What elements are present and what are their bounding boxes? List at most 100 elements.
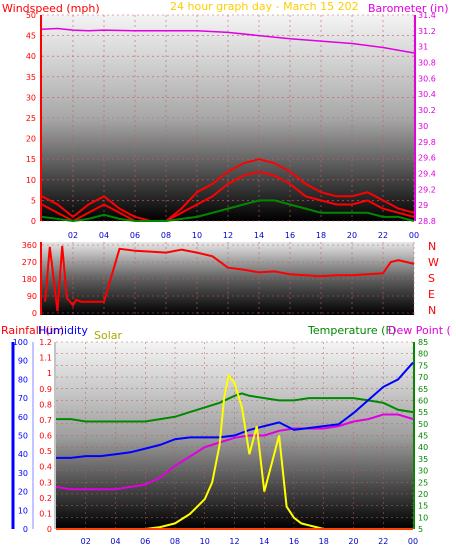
panel3-time-tick-08: 08 [170,537,180,546]
panel2-series [44,245,415,312]
panel3-time-tick-22: 22 [378,537,388,546]
temperature-tick-65: 65 [418,385,428,394]
chart-title: 24 hour graph day - March 15 202 [170,0,359,13]
humidity-axis-title: Humidity [38,324,88,337]
rainfall-tick-label: 0.2 [39,494,52,503]
panel1-time-tick-10: 10 [192,231,202,240]
compass-w: W [428,256,439,269]
barometer-tick-label: 29.6 [418,154,436,163]
temperature-tick-85: 85 [418,338,428,347]
barometer-tick-label: 30 [418,122,428,131]
humidity-tick-50: 50 [18,432,28,441]
compass-s: S [428,272,435,285]
windspeed-tick-40: 40 [26,52,36,61]
direction-tick-180: 180 [22,275,37,284]
rainfall-tick-label: 1.2 [39,338,52,347]
series-barometer-in- [41,27,415,54]
rainfall-tick-label: 1 [47,369,52,378]
windspeed-tick-15: 15 [26,155,36,164]
panel1-time-tick-08: 08 [161,231,171,240]
temperature-axis-title: Temperature (F) [307,324,396,337]
barometer-tick-label: 30.8 [418,59,436,68]
temperature-tick-5: 5 [418,525,423,534]
solar-axis-title: Solar [94,329,123,342]
humidity-tick-40: 40 [18,450,28,459]
temperature-tick-75: 75 [418,361,428,370]
windspeed-tick-20: 20 [26,135,36,144]
windspeed-tick-50: 50 [26,11,36,20]
panel1-time-tick-00: 00 [409,231,419,240]
panel3-time-tick-20: 20 [348,537,358,546]
humidity-tick-10: 10 [18,506,28,515]
panel3-time-tick-04: 04 [110,537,120,546]
barometer-tick-label: 29.4 [418,169,436,178]
compass-n: N [428,240,436,253]
panel3-series [55,361,414,530]
windspeed-tick-labels: 0 5 10 15 20 25 30 35 40 45 50 [26,11,36,226]
panel1-time-tick-04: 04 [99,231,109,240]
temperature-tick-50: 50 [418,420,428,429]
windspeed-tick-10: 10 [26,176,36,185]
series-dew-point [55,413,414,491]
panel3-time-tick-labels: 02 04 06 08 10 12 14 16 18 20 22 00 [81,537,418,546]
temperature-tick-15: 15 [418,502,428,511]
panel1-time-tick-16: 16 [285,231,295,240]
humidity-tick-labels: 0 10 20 30 40 50 60 70 80 90 100 [13,338,28,534]
humidity-tick-0: 0 [23,525,28,534]
temperature-tick-labels: 5 10 15 20 25 30 35 40 45 50 55 60 65 70 75 80 85 [418,338,428,534]
temperature-tick-80: 80 [418,350,428,359]
windspeed-tick-35: 35 [26,73,36,82]
barometer-tick-label: 31.4 [418,11,436,20]
humidity-tick-30: 30 [18,469,28,478]
panel3-time-tick-16: 16 [289,537,299,546]
rainfall-tick-label: 0.7 [39,416,52,425]
windspeed-tick-5: 5 [31,196,36,205]
rainfall-tick-label: 0.9 [39,385,52,394]
humidity-tick-90: 90 [18,357,28,366]
barometer-tick-label: 29.8 [418,138,436,147]
panel1-time-tick-02: 02 [68,231,78,240]
rainfall-tick-label: 0 [47,525,52,534]
panel1-time-tick-06: 06 [130,231,140,240]
humidity-tick-80: 80 [18,375,28,384]
panel3-time-tick-02: 02 [81,537,91,546]
panel3-time-tick-00: 00 [408,537,418,546]
panel3-time-tick-14: 14 [259,537,269,546]
barometer-tick-label: 30.4 [418,90,436,99]
rainfall-tick-label: 1.1 [39,354,52,363]
windspeed-axis-title: Windspeed (mph) [2,2,100,15]
series-solar [145,373,325,530]
direction-tick-360: 360 [22,241,37,250]
barometer-tick-label: 31.2 [418,27,436,36]
rainfall-tick-label: 0.1 [39,509,52,518]
series-humidity [56,361,414,459]
panel1-grid [42,14,415,222]
temperature-tick-60: 60 [418,396,428,405]
temperature-tick-40: 40 [418,443,428,452]
humidity-tick-100: 100 [13,338,28,347]
rainfall-tick-labels: 0 0.1 0.2 0.3 0.4 0.5 0.6 0.7 0.8 0.9 1 1.1 1.2 [39,338,52,534]
temperature-tick-35: 35 [418,455,428,464]
panel1-time-tick-labels: 02 04 06 08 10 12 14 16 18 20 22 00 [68,231,419,240]
temperature-tick-70: 70 [418,373,428,382]
panel3-time-tick-06: 06 [140,537,150,546]
rainfall-tick-label: 0.5 [39,447,52,456]
direction-tick-90: 90 [27,292,37,301]
rainfall-tick-label: 0.8 [39,400,52,409]
temperature-tick-55: 55 [418,408,428,417]
panel1-time-tick-12: 12 [223,231,233,240]
temperature-tick-10: 10 [418,513,428,522]
barometer-tick-labels: 28.8 29 29.2 29.4 29.6 29.8 30 30.2 30.4 30.6 30.8… [418,11,436,226]
direction-tick-labels: 0 90 180 270 360 [22,241,37,318]
rainfall-tick-label: 0.3 [39,478,52,487]
barometer-tick-label: 30.2 [418,106,436,115]
barometer-axis-title: Barometer (in) [368,2,449,15]
series-wind-direction [44,245,415,312]
series-windspeed [41,170,415,223]
panel1-series [41,27,415,223]
panel1-time-tick-14: 14 [254,231,264,240]
panel3-time-tick-18: 18 [319,537,329,546]
barometer-tick-label: 31 [418,43,428,52]
series-wind-gust [41,158,415,222]
direction-tick-0: 0 [32,309,37,318]
